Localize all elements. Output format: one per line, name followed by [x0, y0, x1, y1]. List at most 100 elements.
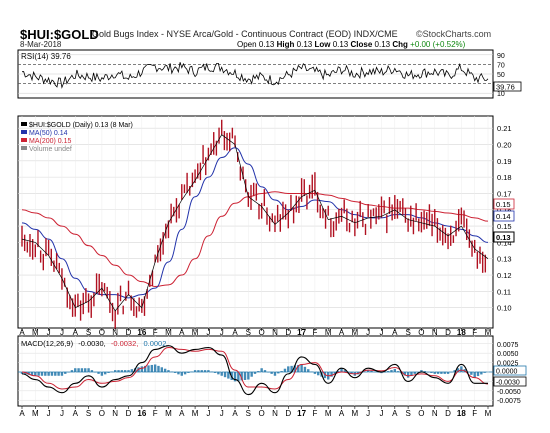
close-label: Close — [350, 40, 373, 49]
macd-hist-bar — [57, 372, 60, 376]
x-tick-label: S — [246, 409, 251, 418]
macd-hist-bar — [140, 366, 144, 372]
macd-signal-line — [21, 347, 489, 390]
x-tick-label: O — [418, 409, 424, 418]
x-tick-label: J — [220, 328, 224, 337]
ohlc-readout: Open 0.13 High 0.13 Low 0.13 Close 0.13 … — [237, 40, 465, 49]
macd-hist-bar — [30, 372, 34, 376]
macd-hist-bar — [483, 372, 486, 373]
price-tick-label: 0.18 — [497, 173, 512, 182]
macd-hist-bar — [340, 368, 343, 372]
x-tick-label: A — [392, 409, 398, 418]
x-tick-label: A — [339, 409, 345, 418]
macd-hist-bar — [363, 371, 367, 373]
x-tick-label: M — [352, 328, 359, 337]
macd-hist-bar — [203, 370, 207, 372]
macd-hist-bar — [290, 365, 293, 372]
macd-hist-bar — [446, 372, 450, 374]
rsi-value-box — [493, 81, 522, 92]
macd-hist-bar — [293, 365, 297, 372]
price-axis: 0.210.200.190.180.170.160.150.140.130.12… — [497, 124, 512, 313]
macd-hist-bar — [343, 370, 347, 372]
x-tick-label: O — [418, 328, 424, 337]
macd-hist-bar — [87, 368, 90, 372]
macd-hist-bar — [160, 367, 163, 372]
macd-hist-bar — [350, 372, 353, 374]
macd-hist-bar — [24, 372, 27, 375]
stockcharts-logo[interactable]: ©StockCharts.com — [416, 29, 492, 39]
macd-tick-label: -0.0075 — [497, 398, 521, 405]
macd-hist-bar — [117, 370, 120, 372]
macd-hist-bar — [410, 372, 413, 376]
rsi-last-label: 39.76 — [496, 83, 515, 92]
macd-hist-bar — [263, 370, 267, 372]
high-value: 0.13 — [296, 40, 313, 49]
macd-hist-bar — [373, 371, 377, 373]
ma50-line — [21, 147, 489, 299]
macd-hist-bar — [390, 370, 393, 372]
macd-hist-bar — [213, 372, 217, 373]
macd-gridlines — [18, 336, 493, 406]
x-tick-label: M — [165, 328, 172, 337]
macd-hist-bar — [420, 370, 423, 372]
macd-zero-box — [493, 365, 527, 376]
price-legend: $HUI:$GOLD (Daily) 0.13 (8 Mar)MA(50) 0.… — [21, 122, 133, 153]
macd-hist-bar — [466, 372, 470, 373]
x-tick-label: M — [165, 409, 172, 418]
macd-hist-bar — [40, 372, 44, 376]
macd-hist-bar — [277, 372, 280, 374]
price-tick-label: 0.14 — [497, 238, 512, 247]
macd-hist-bar — [237, 372, 240, 381]
x-tick-label: A — [73, 409, 79, 418]
x-tick-label: S — [86, 328, 91, 337]
macd-hist-bar — [67, 372, 70, 373]
ma50-last-label: 0.14 — [496, 212, 511, 221]
macd-hist-bar — [20, 372, 24, 374]
macd-hist-bar — [283, 368, 287, 372]
macd-hist-bar — [110, 371, 114, 373]
price-tick-label: 0.21 — [497, 124, 512, 133]
macd-hist-bar — [153, 364, 157, 372]
macd-hist-bar — [223, 372, 227, 378]
macd-hist-bar — [243, 372, 247, 380]
macd-hist-bar — [330, 372, 333, 377]
macd-hist-bar — [114, 370, 117, 372]
macd-hist-bar — [37, 372, 40, 376]
rsi-line — [21, 62, 489, 89]
macd-hist-bar — [127, 370, 130, 372]
price-value-box — [493, 231, 515, 243]
macd-hist-bar — [253, 372, 257, 374]
x-tick-label: J — [47, 328, 51, 337]
x-tick-label: 18 — [457, 328, 466, 337]
x-tick-label: D — [126, 328, 132, 337]
x-tick-label: J — [206, 328, 210, 337]
macd-hist-bar — [147, 365, 150, 372]
x-tick-label: S — [246, 328, 251, 337]
legend-entry: $HUI:$GOLD (Daily) 0.13 (8 Mar) — [29, 122, 133, 129]
macd-hist-bar — [100, 372, 104, 376]
open-label: Open — [237, 40, 257, 49]
macd-hist-bar — [54, 372, 57, 376]
macd-hist-bar — [94, 372, 97, 373]
legend-entry: Volume undef — [29, 146, 72, 153]
macd-hist-bar — [430, 372, 433, 373]
macd-hist-bar — [470, 372, 473, 375]
macd-hist-bar — [150, 364, 154, 372]
macd-hist-bar — [406, 372, 410, 378]
x-tick-label: N — [112, 409, 118, 418]
x-axis-macd: A M J J A S O N D 16 F M A M J J A S O N D 17 F M A M J J A S O N D 18 F M — [19, 406, 492, 418]
macd-hist-bar — [433, 372, 436, 374]
macd-hist-bar — [217, 372, 220, 375]
macd-hist-bar — [460, 366, 463, 372]
x-tick-label: J — [206, 409, 210, 418]
macd-hist-bar — [64, 372, 67, 374]
macd-hist-bar — [303, 366, 307, 372]
x-tick-label: 17 — [297, 409, 306, 418]
macd-tick-label: -0.0050 — [497, 389, 521, 396]
x-tick-label: O — [99, 409, 105, 418]
chg-label: Chg — [392, 40, 408, 49]
macd-hist-bar — [386, 371, 390, 372]
x-tick-label: N — [272, 328, 278, 337]
x-tick-label: A — [19, 409, 25, 418]
macd-hist-bar — [393, 368, 396, 372]
